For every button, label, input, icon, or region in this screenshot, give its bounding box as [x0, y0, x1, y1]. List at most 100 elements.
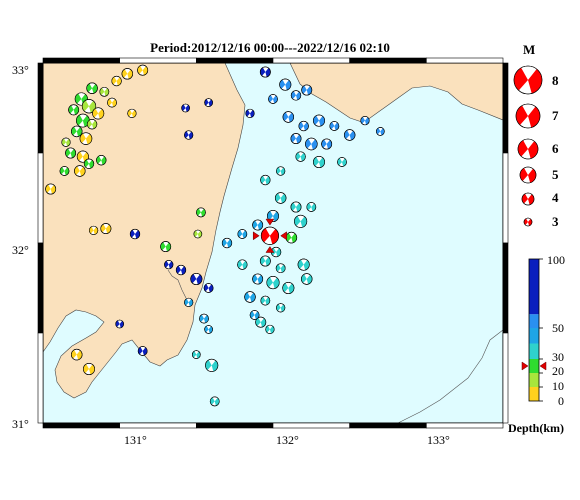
earthquake-mechanism [313, 156, 325, 168]
magnitude-legend-label: 5 [552, 167, 559, 182]
frame-bar [426, 57, 504, 64]
earthquake-mechanism [111, 75, 122, 87]
earthquake-mechanism [305, 137, 318, 151]
earthquake-mechanism [184, 297, 194, 307]
depth-scale-label: 20 [552, 364, 564, 378]
earthquake-mechanism [71, 125, 83, 138]
earthquake-mechanism [86, 119, 98, 130]
magnitude-legend-symbol [515, 103, 541, 129]
lon-tick-label: 133° [427, 433, 450, 447]
frame-bar [196, 422, 274, 429]
depth-band [529, 359, 539, 373]
earthquake-mechanism [294, 214, 308, 228]
earthquake-mechanism [129, 228, 141, 240]
earthquake-mechanism [282, 111, 295, 123]
magnitude-legend: M 8 7 6 5 4 3 [513, 42, 559, 229]
frame-bar [502, 62, 509, 154]
earthquake-mechanism [79, 132, 93, 145]
earthquake-mechanism [313, 114, 325, 127]
depth-band [529, 314, 539, 328]
earthquake-mechanism [244, 291, 256, 303]
earthquake-mechanism [301, 84, 313, 96]
earthquake-mechanism [290, 133, 302, 145]
earthquake-mechanism [276, 166, 286, 176]
depth-scale-label: 50 [552, 321, 564, 335]
earthquake-mechanism [274, 192, 287, 204]
depth-color-scale [521, 258, 547, 402]
earthquake-mechanism [83, 158, 95, 169]
depth-scale-label: 30 [552, 350, 564, 364]
earthquake-mechanism [376, 127, 385, 136]
earthquake-mechanism [100, 223, 112, 235]
lat-tick-label: 33° [12, 63, 29, 77]
earthquake-mechanism [301, 273, 313, 285]
earthquake-mechanism [255, 316, 267, 328]
earthquake-mechanism [203, 283, 214, 293]
earthquake-mechanism [221, 237, 233, 249]
earthquake-mechanism [321, 138, 333, 150]
earthquake-mechanism [295, 151, 306, 162]
earthquake-mechanism [89, 225, 99, 235]
frame-bar [426, 422, 504, 429]
earthquake-mechanism [265, 324, 275, 334]
frame-bar [42, 422, 120, 429]
earthquake-mechanism [260, 174, 271, 186]
earthquake-mechanism [74, 165, 86, 177]
earthquake-mechanism [245, 108, 255, 118]
earthquake-mechanism [192, 350, 201, 359]
frame-bar [349, 422, 427, 429]
depth-band [529, 343, 539, 359]
frame-bar [37, 62, 44, 154]
magnitude-legend-label: 8 [552, 73, 559, 88]
earthquake-mechanism [252, 273, 264, 285]
earthquake-mechanism [252, 219, 264, 231]
frame-bar [502, 152, 509, 244]
earthquake-mechanism [279, 78, 292, 91]
earthquake-mechanism [306, 202, 317, 212]
magnitude-legend-symbol [513, 65, 543, 95]
depth-scale-label: 100 [547, 253, 565, 267]
frame-bar [502, 332, 509, 424]
magnitude-legend-label: 3 [552, 214, 559, 229]
chart-title: Period:2012/12/16 00:00---2022/12/16 02:… [150, 40, 390, 55]
earthquake-mechanism [181, 103, 190, 113]
mainshock-marker [265, 246, 275, 253]
earthquake-mechanism [190, 273, 203, 285]
mainshock-marker [265, 218, 275, 226]
earthquake-mechanism [45, 183, 57, 195]
lat-tick-label: 31° [12, 417, 29, 431]
earthquake-mechanism [92, 107, 105, 120]
frame-bar [37, 242, 44, 334]
magnitude-legend-label: 6 [552, 141, 559, 156]
earthquake-mechanism [282, 282, 295, 294]
earthquake-mechanism [360, 116, 370, 126]
earthquake-mechanism [275, 263, 286, 274]
magnitude-legend-symbol [523, 217, 533, 227]
earthquake-mechanism [175, 264, 187, 276]
lon-tick-label: 131° [124, 433, 147, 447]
land-shikoku [289, 63, 503, 123]
earthquake-mechanism [237, 229, 248, 239]
earthquake-mechanism [184, 130, 194, 140]
depth-band [529, 387, 539, 401]
earthquake-mechanism [204, 98, 213, 107]
earthquake-mechanism [164, 260, 174, 270]
earthquake-mechanism [68, 104, 80, 116]
earthquake-mechanism [99, 86, 110, 97]
frame-bar [37, 152, 44, 244]
magnitude-legend-header: M [523, 42, 535, 57]
earthquake-mechanism [209, 396, 220, 407]
earthquake-mechanism [329, 121, 340, 131]
frame-bar [119, 57, 197, 64]
earthquake-mechanism [290, 201, 302, 213]
earthquake-mechanism [196, 207, 206, 218]
coastline-detail [397, 329, 503, 423]
earthquake-mechanism [137, 64, 149, 76]
coastline-detail [167, 269, 187, 299]
earthquake-mechanism [96, 155, 107, 166]
earthquake-mechanism [237, 259, 248, 270]
earthquake-mechanism [266, 276, 280, 290]
frame-bar [272, 422, 350, 429]
land-kyushu [43, 63, 246, 399]
